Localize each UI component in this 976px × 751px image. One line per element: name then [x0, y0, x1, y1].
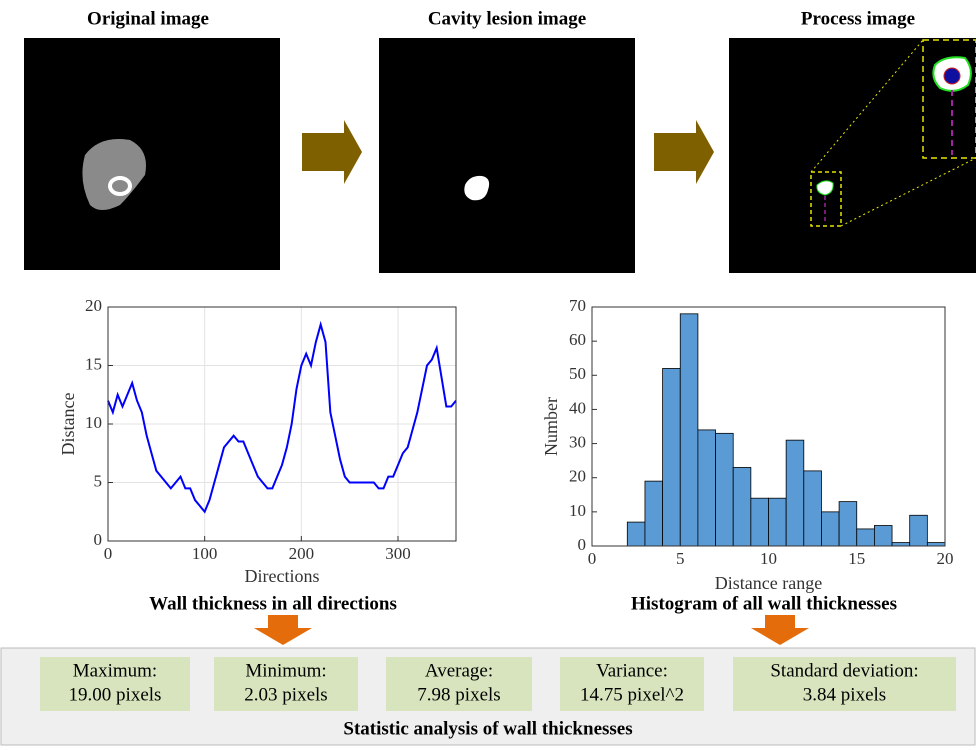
y-tick-label: 0 — [578, 535, 587, 554]
bar — [645, 481, 663, 546]
chart-caption: Wall thickness in all directions — [149, 593, 397, 614]
bar — [910, 515, 928, 546]
bar — [874, 526, 892, 546]
bar — [716, 433, 734, 546]
figure: Original image Cavity lesion image Proce… — [0, 0, 976, 746]
image-title: Cavity lesion image — [428, 8, 586, 29]
x-axis-label: Directions — [245, 566, 320, 586]
arrow — [654, 120, 714, 184]
y-tick-label: 0 — [94, 530, 103, 549]
y-tick-label: 5 — [94, 471, 103, 490]
arrow — [751, 615, 809, 645]
y-tick-label: 10 — [85, 413, 102, 432]
x-tick-label: 0 — [588, 549, 597, 568]
y-tick-label: 60 — [569, 330, 586, 349]
image-title: Process image — [801, 8, 915, 29]
stat-label: Standard deviation: — [770, 660, 918, 681]
bar — [857, 529, 875, 546]
bar — [769, 498, 787, 546]
x-tick-label: 20 — [937, 549, 954, 568]
bar — [839, 502, 857, 546]
bar — [751, 498, 769, 546]
bar — [927, 543, 945, 546]
stats-title: Statistic analysis of wall thicknesses — [343, 718, 632, 739]
bar — [786, 440, 804, 546]
x-tick-label: 5 — [676, 549, 685, 568]
process-image — [729, 38, 976, 273]
cavity-image — [379, 38, 635, 273]
original-image — [24, 38, 280, 270]
bar — [804, 471, 822, 546]
y-tick-label: 70 — [569, 296, 586, 315]
y-axis-label: Distance — [58, 393, 78, 456]
y-tick-label: 50 — [569, 364, 586, 383]
x-tick-label: 0 — [104, 544, 113, 563]
bar — [821, 512, 839, 546]
y-tick-label: 10 — [569, 501, 586, 520]
x-tick-label: 100 — [192, 544, 218, 563]
x-tick-label: 200 — [289, 544, 315, 563]
stat-value: 7.98 pixels — [417, 684, 500, 705]
arrow — [302, 120, 362, 184]
x-tick-label: 15 — [848, 549, 865, 568]
chart-caption: Histogram of all wall thicknesses — [631, 593, 897, 614]
y-tick-label: 30 — [569, 432, 586, 451]
stat-value: 14.75 pixel^2 — [580, 684, 684, 705]
stat-value: 19.00 pixels — [69, 684, 162, 705]
y-tick-label: 15 — [85, 354, 102, 373]
arrow — [254, 615, 312, 645]
bar — [698, 430, 716, 546]
stat-label: Average: — [425, 660, 493, 681]
bar — [663, 368, 681, 546]
stat-label: Variance: — [596, 660, 668, 681]
bar — [892, 543, 910, 546]
y-tick-label: 20 — [569, 467, 586, 486]
stat-label: Minimum: — [245, 660, 326, 681]
bar — [627, 522, 645, 546]
image-title: Original image — [87, 8, 209, 29]
stat-label: Maximum: — [73, 660, 157, 681]
x-tick-label: 300 — [385, 544, 411, 563]
x-tick-label: 10 — [760, 549, 777, 568]
stat-value: 2.03 pixels — [244, 684, 327, 705]
bar — [680, 314, 698, 546]
y-axis-label: Number — [541, 397, 561, 456]
bar — [733, 467, 751, 546]
y-tick-label: 20 — [85, 296, 102, 315]
x-axis-label: Distance range — [715, 573, 822, 593]
stat-value: 3.84 pixels — [803, 684, 886, 705]
y-tick-label: 40 — [569, 398, 586, 417]
